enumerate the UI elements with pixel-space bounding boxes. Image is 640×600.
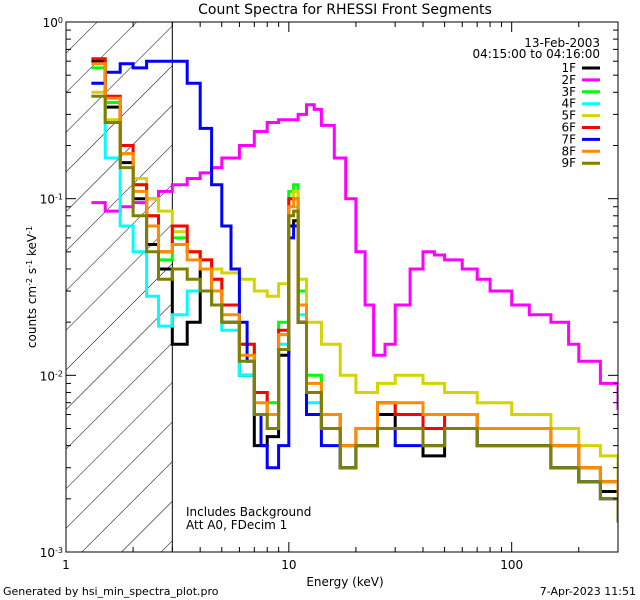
x-tick-label: 10 (281, 558, 296, 572)
annotation-attenuator: Att A0, FDecim 1 (186, 518, 287, 532)
x-tick-label: 100 (500, 558, 523, 572)
legend-label: 9F (561, 156, 576, 170)
y-tick-label: 10-2 (40, 369, 63, 384)
x-tick-label: 1 (62, 558, 70, 572)
legend-label: 8F (561, 144, 576, 158)
y-axis-label: counts cm-2 s-1 keV-1 (25, 226, 40, 348)
y-tick-label: 10-1 (40, 192, 63, 207)
legend-label: 5F (561, 109, 576, 123)
legend-label: 3F (561, 85, 576, 99)
series-line-9F (91, 94, 618, 523)
chart-title: Count Spectra for RHESSI Front Segments (198, 2, 492, 18)
x-axis-label: Energy (keV) (306, 575, 383, 589)
y-tick-label: 10-3 (40, 546, 63, 561)
y-axis: 10-3 10-2 10-1 100 (40, 16, 618, 561)
legend-label: 7F (561, 132, 576, 146)
legend-label: 4F (561, 97, 576, 111)
plot-frame (65, 21, 619, 553)
footer-generated-by: Generated by hsi_min_spectra_plot.pro (3, 585, 219, 598)
series-line-2F (91, 103, 618, 410)
legend-label: 1F (561, 61, 576, 75)
series-line-5F (91, 90, 618, 484)
legend-label: 2F (561, 73, 576, 87)
legend-label: 6F (561, 121, 576, 135)
series-group (91, 57, 618, 523)
annotation-background: Includes Background (186, 505, 311, 519)
x-axis: 1 10 100 (62, 22, 619, 572)
date-label: 13-Feb-2003 (524, 36, 600, 50)
footer-timestamp: 7-Apr-2023 11:51 (540, 585, 636, 598)
time-range-label: 04:15:00 to 04:16:00 (473, 47, 600, 61)
y-tick-label: 100 (43, 16, 63, 31)
